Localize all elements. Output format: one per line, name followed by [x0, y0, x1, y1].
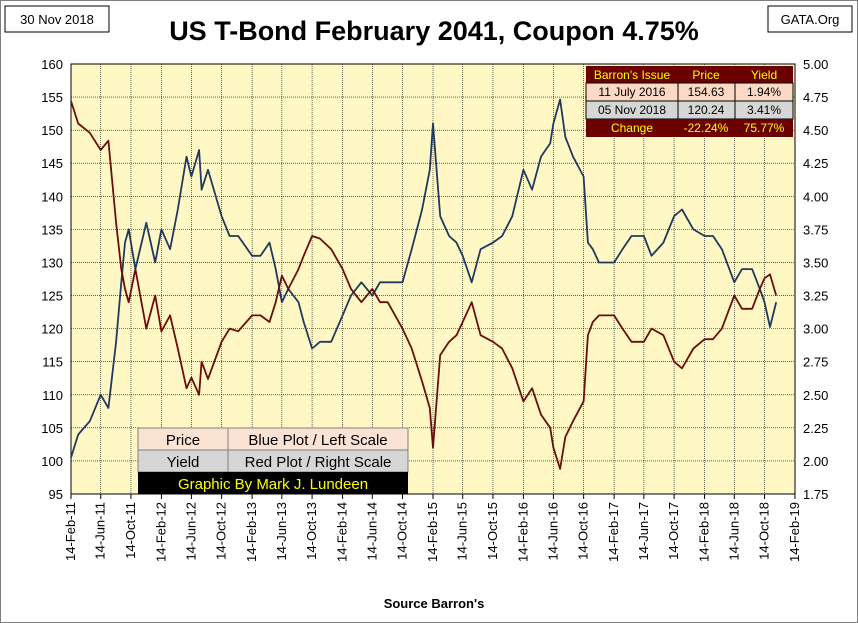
table-header-bg	[586, 66, 793, 83]
table-header-price: Price	[692, 68, 720, 82]
x-tick-label: 14-Jun-12	[183, 502, 198, 561]
y-left-tick-label: 100	[41, 454, 63, 469]
y-left-tick-label: 140	[41, 189, 63, 204]
x-tick-label: 14-Oct-14	[395, 502, 410, 560]
legend-price-label: Price	[166, 432, 200, 449]
y-right-tick-label: 2.50	[803, 388, 828, 403]
table-change-label: Change	[611, 121, 653, 135]
series-lines	[70, 98, 778, 470]
header-source-tag: GATA.Org	[781, 12, 840, 27]
y-left-tick-label: 125	[41, 289, 63, 304]
x-tick-label: 14-Oct-13	[304, 502, 319, 560]
legend: Price Blue Plot / Left Scale Yield Red P…	[137, 427, 409, 494]
right-axis-ticks: 1.75 2.00 2.25 2.50 2.75 3.00 3.25 3.50 3.75 4.00…	[803, 57, 828, 502]
legend-credit: Graphic By Mark J. Lundeen	[178, 476, 368, 493]
table-header-yield: Yield	[751, 68, 777, 82]
y-left-tick-label: 110	[42, 388, 63, 403]
x-tick-label: 14-Jun-11	[93, 502, 108, 560]
table-row-1-yield: 1.94%	[747, 85, 781, 99]
table-header-issue: Barron's Issue	[594, 68, 671, 82]
table-row-1-price: 154.63	[688, 85, 725, 99]
y-right-tick-label: 4.25	[803, 156, 828, 171]
x-tick-label: 14-Feb-13	[244, 502, 259, 562]
x-tick-label: 14-Feb-11	[63, 502, 78, 561]
x-tick-label: 14-Oct-11	[123, 502, 138, 559]
legend-yield-desc: Red Plot / Right Scale	[245, 454, 392, 471]
left-axis-ticks: 95 100 105 110 115 120 125 130 135 140 145 150 155 16…	[41, 57, 63, 502]
y-left-tick-label: 135	[41, 222, 63, 237]
table-row-1-issue: 11 July 2016	[598, 85, 665, 99]
y-left-tick-label: 145	[41, 156, 63, 171]
x-tick-label: 14-Jun-17	[636, 502, 651, 561]
x-tick-label: 14-Jun-18	[726, 502, 741, 561]
y-right-tick-label: 2.75	[803, 355, 828, 370]
x-tick-label: 14-Oct-12	[214, 502, 229, 560]
x-tick-label: 14-Feb-17	[606, 502, 621, 562]
price-series-line	[70, 98, 778, 458]
chart-title: US T-Bond February 2041, Coupon 4.75%	[169, 16, 699, 46]
legend-credit-bg	[138, 472, 408, 494]
x-tick-label: 14-Oct-16	[576, 502, 591, 560]
y-right-tick-label: 4.50	[803, 123, 828, 138]
x-tick-label: 14-Feb-18	[697, 502, 712, 562]
x-tick-label: 14-Feb-16	[515, 502, 530, 562]
date-box	[4, 5, 110, 33]
x-tick-label: 14-Oct-17	[666, 502, 681, 560]
y-right-tick-label: 4.75	[803, 90, 828, 105]
y-right-tick-label: 2.25	[803, 421, 828, 436]
summary-table: Barron's Issue Price Yield 11 July 2016 …	[585, 66, 794, 137]
y-right-tick-label: 3.75	[803, 222, 828, 237]
table-row-2-price: 120.24	[688, 103, 725, 117]
table-change-bg	[586, 119, 793, 137]
x-axis-ticks: 14-Feb-11 14-Jun-11 14-Oct-11 14-Feb-12 14-J…	[63, 494, 802, 562]
x-tick-label: 14-Oct-18	[757, 502, 772, 560]
x-tick-label: 14-Jun-14	[364, 502, 379, 561]
table-change-price: -22.24%	[684, 121, 729, 135]
y-left-tick-label: 160	[41, 57, 63, 72]
y-left-tick-label: 95	[49, 487, 63, 502]
y-left-tick-label: 130	[41, 255, 63, 270]
yield-series-line	[70, 100, 778, 470]
y-left-tick-label: 105	[41, 421, 63, 436]
y-left-tick-label: 115	[42, 355, 63, 370]
header-date: 30 Nov 2018	[20, 12, 94, 27]
x-tick-label: 14-Jun-16	[545, 502, 560, 561]
table-change-yield: 75.77%	[744, 121, 785, 135]
x-axis-title: Source Barron's	[384, 596, 485, 611]
x-tick-label: 14-Jun-15	[455, 502, 470, 561]
source-tag-box	[767, 5, 853, 33]
y-right-tick-label: 5.00	[803, 57, 828, 72]
x-tick-label: 14-Feb-14	[335, 502, 350, 562]
table-row-2-issue: 05 Nov 2018	[598, 103, 666, 117]
vertical-gridlines	[70, 64, 796, 494]
y-right-tick-label: 4.00	[803, 189, 828, 204]
legend-price-desc: Blue Plot / Left Scale	[248, 432, 387, 449]
y-right-tick-label: 2.00	[803, 454, 828, 469]
y-left-tick-label: 150	[41, 123, 63, 138]
table-row-2-yield: 3.41%	[747, 103, 781, 117]
y-right-tick-label: 3.25	[803, 289, 828, 304]
x-tick-label: 14-Oct-15	[485, 502, 500, 560]
y-left-tick-label: 120	[41, 322, 63, 337]
y-right-tick-label: 3.50	[803, 255, 828, 270]
y-right-tick-label: 3.00	[803, 322, 828, 337]
legend-yield-label: Yield	[167, 454, 200, 471]
y-left-tick-label: 155	[41, 90, 63, 105]
x-tick-label: 14-Jun-13	[274, 502, 289, 561]
y-right-tick-label: 1.75	[803, 487, 828, 502]
x-tick-label: 14-Feb-19	[787, 502, 802, 562]
x-tick-label: 14-Feb-15	[425, 502, 440, 562]
x-tick-label: 14-Feb-12	[153, 502, 168, 562]
